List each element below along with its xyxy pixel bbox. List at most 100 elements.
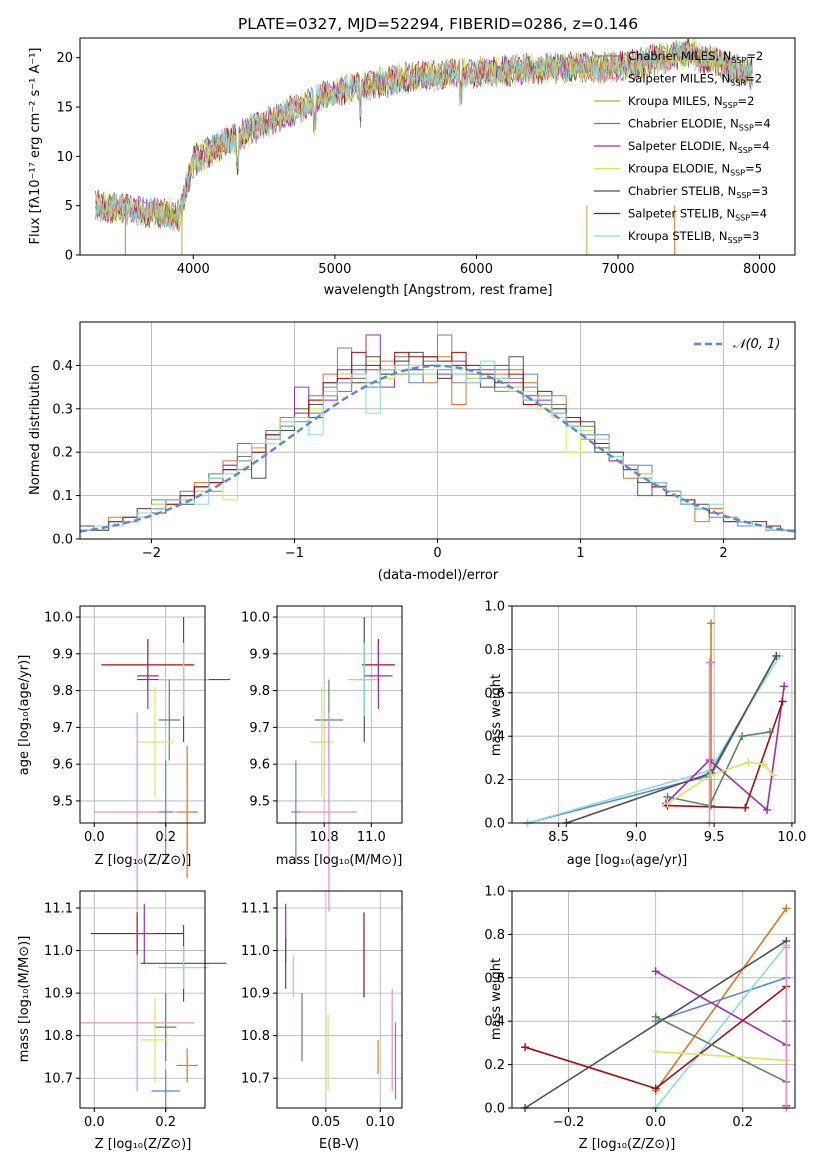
plot-frame xyxy=(79,605,206,824)
gaussian-curve xyxy=(79,364,796,533)
spectrum-model-line xyxy=(95,39,753,229)
spectrum-ytick-label: 10 xyxy=(56,150,73,165)
age-mass-xtick-label: 11.0 xyxy=(357,830,386,845)
legend-label-value: =2 xyxy=(745,72,762,86)
mw-z-series-line xyxy=(655,944,787,1109)
residual-ylabel: Normed distribution xyxy=(28,365,43,495)
legend-label: Kroupa ELODIE, NSSP=5 xyxy=(628,162,762,178)
mass-ebv-ytick-label: 10.9 xyxy=(241,987,270,1002)
mw-z-xlabel: Z [log₁₀(Z/Z⊙)] xyxy=(579,1137,676,1152)
mass-vs-metallicity-panel: 0.0 0.2 10.7 10.8 10.9 11.0 11.1 xyxy=(44,890,227,1130)
legend-label-value: =5 xyxy=(745,162,762,176)
age-mass-ytick-label: 9.7 xyxy=(249,721,270,736)
mw-z-point-marker xyxy=(651,1084,660,1093)
plot-frame xyxy=(511,890,796,1109)
residual-ytick-label: 0.4 xyxy=(52,359,73,374)
age-mass-ytick-label: 9.6 xyxy=(249,758,270,773)
mw-age-point-marker xyxy=(769,771,778,780)
mass-z-ytick-label: 10.7 xyxy=(44,1072,73,1087)
mw-age-point-marker xyxy=(778,697,787,706)
age-mass-xtick-label: 10.8 xyxy=(310,830,339,845)
legend-label: Kroupa STELIB, NSSP=3 xyxy=(628,229,759,245)
age-mass-ytick-label: 9.9 xyxy=(249,647,270,662)
mw-z-point-marker xyxy=(782,904,791,913)
mw-z-series-line xyxy=(655,1050,787,1062)
legend-label-main: Salpeter STELIB, N xyxy=(628,207,735,221)
age-z-ytick-label: 9.6 xyxy=(52,758,73,773)
spectrum-xtick-label: 5000 xyxy=(318,262,351,277)
age-z-ytick-label: 9.9 xyxy=(52,647,73,662)
mw-age-series-line xyxy=(527,655,778,824)
legend-label-sub: SSP xyxy=(723,101,738,110)
mw-age-point-marker xyxy=(741,803,750,812)
spectrum-model-line xyxy=(95,41,753,230)
mw-age-xtick-label: 8.5 xyxy=(548,830,569,845)
legend-label-sub: SSP xyxy=(731,56,746,65)
mw-age-point-marker xyxy=(744,758,753,767)
mw-age-point-marker xyxy=(738,732,747,741)
residual-xtick-label: 0 xyxy=(433,546,441,561)
spectrum-ytick-label: 0 xyxy=(65,249,73,264)
mw-age-point-marker xyxy=(663,799,672,808)
spectrum-xtick-label: 4000 xyxy=(177,262,210,277)
mass-ebv-ytick-label: 11.1 xyxy=(241,902,270,917)
age-z-ytick-label: 9.8 xyxy=(52,684,73,699)
mw-age-point-marker xyxy=(766,727,775,736)
legend-label-sub: SSP xyxy=(735,214,750,223)
age-z-xtick-label: 0.2 xyxy=(155,830,176,845)
legend-label: Chabrier MILES, NSSP=2 xyxy=(628,49,763,65)
age-z-ytick-label: 10.0 xyxy=(44,611,73,626)
spectrum-xlabel: wavelength [Angstrom, rest frame] xyxy=(324,283,553,298)
mass-z-ytick-label: 10.8 xyxy=(44,1029,73,1044)
mw-age-point-marker xyxy=(705,658,714,667)
age-mass-ytick-label: 9.8 xyxy=(249,684,270,699)
mw-age-point-marker xyxy=(707,771,716,780)
legend-label: Salpeter STELIB, NSSP=4 xyxy=(628,207,767,223)
mw-age-point-marker xyxy=(707,619,716,628)
mw-z-xtick-label: −0.2 xyxy=(553,1115,585,1130)
mw-z-point-marker xyxy=(651,1012,660,1021)
spectrum-ytick-label: 20 xyxy=(56,51,73,66)
massweight-vs-metallicity-panel: −0.2 0.0 0.2 0.0 0.2 0.4 0.6 0.8 1.0 xyxy=(484,885,796,1130)
residual-histogram-panel: 𝒩(0, 1) −2 −1 0 1 2 0.0 0.1 0.2 0.3 0.4 xyxy=(52,321,796,561)
legend-label-value: =3 xyxy=(743,229,760,243)
mass-z-xtick-label: 0.2 xyxy=(155,1115,176,1130)
age-mass-ytick-label: 9.5 xyxy=(249,794,270,809)
mw-age-ytick-label: 0.0 xyxy=(484,817,505,832)
legend-label-sub: SSP xyxy=(730,169,745,178)
legend-label-value: =2 xyxy=(746,49,763,63)
legend-label-main: Chabrier STELIB, N xyxy=(628,184,736,198)
mw-z-ytick-label: 0.4 xyxy=(484,1015,505,1030)
legend-label-sub: SSP xyxy=(730,79,745,88)
mw-z-ylabel: mass weight xyxy=(489,958,504,1040)
legend-label-value: =4 xyxy=(750,207,767,221)
mw-z-series-line xyxy=(524,940,787,1109)
mw-age-xtick-label: 10.0 xyxy=(777,830,806,845)
legend-label-value: =4 xyxy=(753,139,770,153)
legend-label: Kroupa MILES, NSSP=2 xyxy=(628,94,754,110)
age-mass-xlabel: mass [log₁₀(M/M⊙)] xyxy=(276,853,403,868)
residual-xlabel: (data-model)/error xyxy=(378,568,499,583)
mw-age-point-marker xyxy=(763,805,772,814)
mw-age-ytick-label: 0.6 xyxy=(484,686,505,701)
spectrum-xtick-label: 8000 xyxy=(743,262,776,277)
mw-age-ytick-label: 1.0 xyxy=(484,600,505,615)
mass-ebv-xlabel: E(B-V) xyxy=(319,1137,359,1152)
residual-xtick-label: 2 xyxy=(719,546,727,561)
mw-age-xlabel: age [log₁₀(age/yr)] xyxy=(567,853,688,868)
mw-z-point-marker xyxy=(651,1047,660,1056)
residual-xtick-label: −2 xyxy=(142,546,161,561)
legend-label: Salpeter ELODIE, NSSP=4 xyxy=(628,139,770,155)
mw-z-ytick-label: 0.0 xyxy=(484,1102,505,1117)
mw-age-ytick-label: 0.4 xyxy=(484,730,505,745)
spectrum-ylabel: Flux [fλ10⁻¹⁷ erg cm⁻² s⁻¹ A⁻¹] xyxy=(28,48,43,245)
mass-ebv-ytick-label: 10.7 xyxy=(241,1072,270,1087)
figure-title: PLATE=0327, MJD=52294, FIBERID=0286, z=0… xyxy=(238,15,638,33)
mw-age-xtick-label: 9.0 xyxy=(626,830,647,845)
mw-z-ytick-label: 1.0 xyxy=(484,885,505,900)
residual-ytick-label: 0.0 xyxy=(52,533,73,548)
legend-label-sub: SSP xyxy=(736,191,751,200)
mw-age-xtick-label: 9.5 xyxy=(704,830,725,845)
legend-label-sub: SSP xyxy=(738,146,753,155)
